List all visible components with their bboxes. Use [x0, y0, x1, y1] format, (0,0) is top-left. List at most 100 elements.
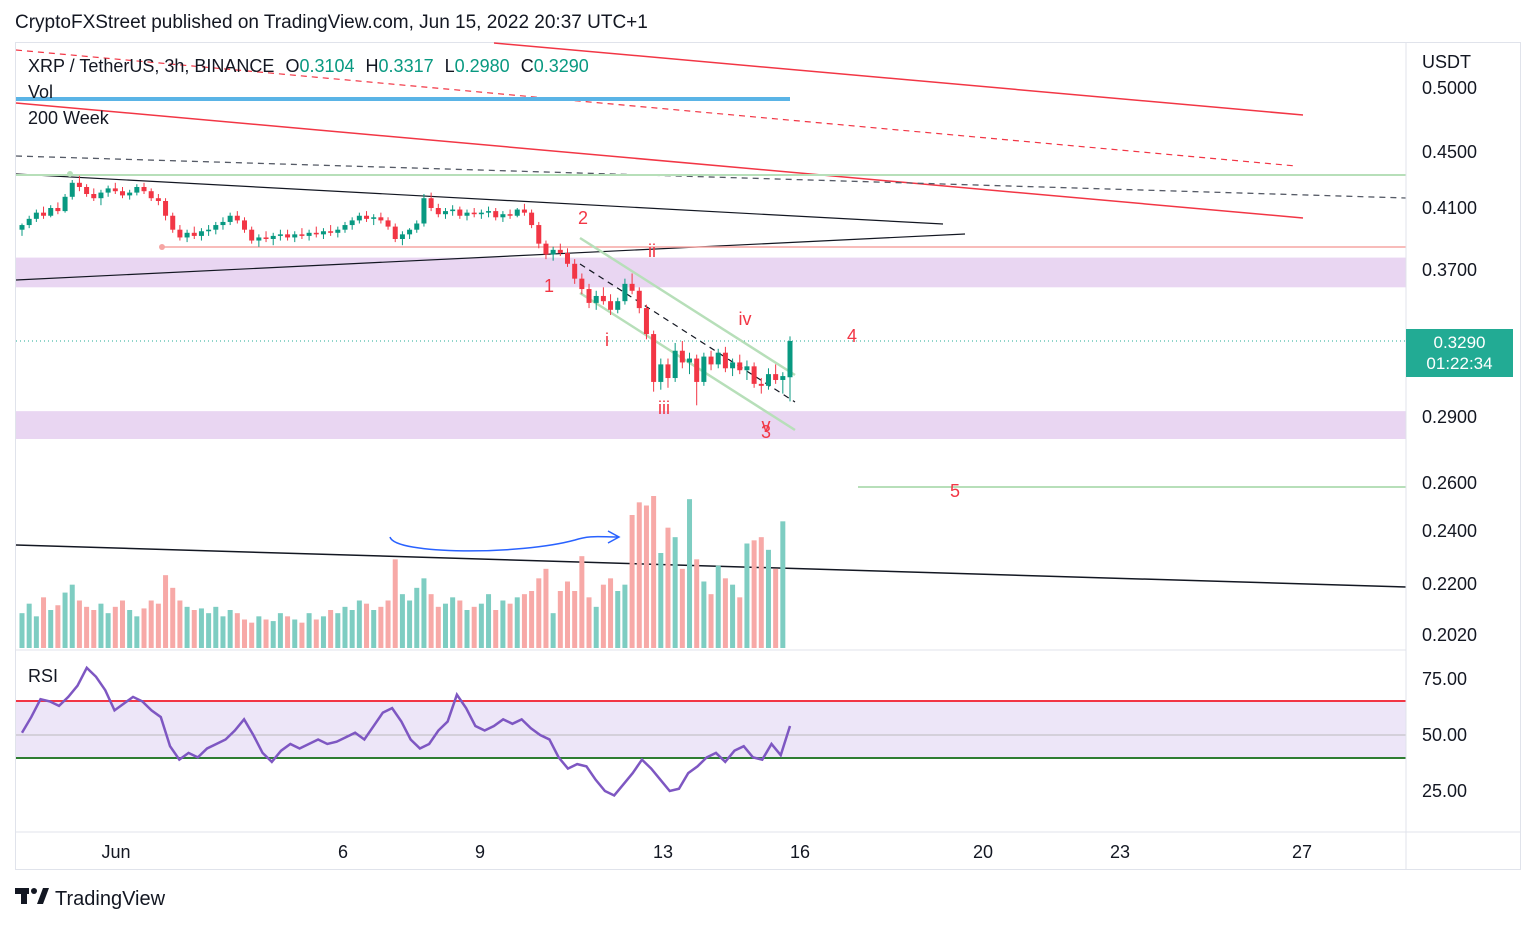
volume-bar [751, 540, 757, 648]
candle-body [112, 188, 118, 192]
price-tick-label: 0.5000 [1422, 78, 1477, 98]
candle-body [722, 352, 728, 369]
volume-bar [457, 600, 463, 648]
volume-bar [84, 606, 90, 648]
bar-countdown: 01:22:34 [1426, 354, 1493, 373]
price-tick-label: 0.2600 [1422, 473, 1477, 493]
candle-body [536, 225, 542, 244]
candle-body [421, 198, 427, 224]
volume-bar [701, 581, 707, 648]
time-tick-label: 27 [1292, 842, 1312, 862]
candle-body [773, 374, 779, 380]
volume-bar [33, 616, 39, 648]
candle-body [744, 366, 750, 371]
candle-body [679, 350, 685, 363]
volume-legend[interactable]: Vol [28, 82, 54, 102]
trend-red-upper [493, 42, 1304, 116]
volume-bar [112, 606, 118, 648]
candle-body [127, 192, 133, 196]
volume-bar [328, 610, 334, 648]
volume-bar [313, 619, 319, 648]
rsi-tick-label: 75.00 [1422, 669, 1467, 689]
volume-bar [478, 603, 484, 648]
candle-body [378, 217, 384, 221]
candle-body [256, 237, 262, 241]
candle-body [155, 198, 161, 201]
volume-bar [579, 556, 585, 648]
low-value: 0.2980 [454, 56, 510, 76]
current-price-tag: 0.3290 01:22:34 [1406, 329, 1513, 377]
volume-bar [708, 594, 714, 648]
volume-bar [98, 603, 104, 648]
candle-body [629, 283, 635, 291]
volume-bar [514, 597, 520, 648]
volume-bar [435, 606, 441, 648]
volume-bar [765, 549, 771, 648]
price-tick-label: 0.2900 [1422, 407, 1477, 427]
trend-grey-dashed [15, 155, 1407, 199]
candle-body [91, 194, 97, 199]
tradingview-brand[interactable]: TradingView [15, 886, 165, 912]
volume-bar [270, 621, 276, 648]
volume-bar [687, 499, 693, 648]
volume-bar [184, 606, 190, 648]
volume-bar [148, 600, 154, 648]
candle-body [328, 231, 334, 233]
candle-body [26, 218, 32, 226]
volume-bar [91, 610, 97, 648]
ma-legend[interactable]: 200 Week [28, 108, 109, 128]
time-tick-label: 16 [790, 842, 810, 862]
volume-bar [658, 553, 664, 648]
rsi-band [16, 701, 1406, 758]
volume-trendline [15, 544, 1407, 588]
volume-bar [622, 584, 628, 648]
candle-body [442, 211, 448, 215]
volume-bar [722, 578, 728, 648]
open-value: 0.3104 [299, 56, 355, 76]
currency-label[interactable]: USDT [1422, 52, 1471, 72]
candle-body [457, 209, 463, 216]
support-zone [16, 411, 1406, 439]
symbol-name[interactable]: XRP / TetherUS, 3h, BINANCE [28, 56, 275, 76]
low-label: L [444, 56, 455, 76]
candle-body [342, 225, 348, 230]
volume-bar [198, 608, 204, 648]
symbol-legend[interactable]: XRP / TetherUS, 3h, BINANCE O0.3104 H0.3… [28, 56, 589, 77]
volume-bar [643, 505, 649, 648]
volume-bar [414, 587, 420, 648]
candle-body [622, 283, 628, 302]
candle-body [658, 364, 664, 382]
candle-body [313, 232, 319, 235]
candle-body [392, 226, 398, 239]
volume-bar [651, 496, 657, 648]
volume-bar [299, 622, 305, 648]
wave-label: iii [658, 398, 670, 418]
volume-bar [249, 622, 255, 648]
volume-bar [335, 613, 341, 648]
time-tick-label: 23 [1110, 842, 1130, 862]
candle-body [163, 201, 169, 216]
volume-bar [780, 521, 786, 648]
rsi-legend[interactable]: RSI [28, 666, 59, 686]
candle-body [737, 362, 743, 371]
candle-body [665, 364, 671, 379]
volume-bar [521, 594, 527, 648]
candle-body [435, 208, 441, 215]
candle-body [220, 221, 226, 226]
volume-bar [227, 610, 233, 648]
open-label: O [285, 56, 300, 76]
candle-body [320, 231, 326, 235]
volume-bar [421, 578, 427, 648]
candle-body [701, 356, 707, 382]
candle-body [242, 220, 248, 230]
candle-body [148, 191, 154, 199]
candle-body [651, 334, 657, 382]
volume-bar [679, 568, 685, 648]
volume-bar [428, 594, 434, 648]
candle-body [507, 214, 513, 216]
high-anchor-point [67, 171, 73, 177]
candle-body [399, 234, 405, 239]
candle-body [730, 362, 736, 369]
candle-body [98, 192, 104, 199]
